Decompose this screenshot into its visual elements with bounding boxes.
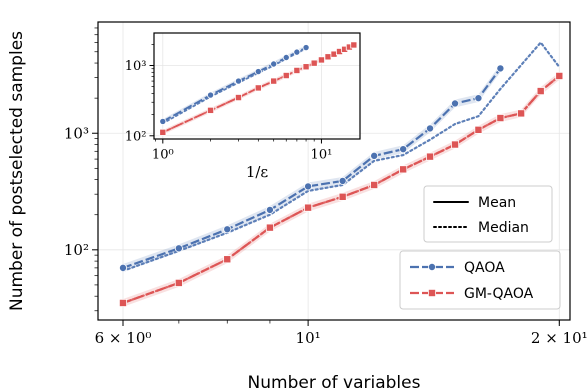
- data-point-1: [555, 71, 564, 80]
- legend-series-marker: [427, 288, 436, 297]
- data-point-1: [119, 298, 128, 307]
- plot-frame: [153, 32, 361, 140]
- y-tick-label: 10²: [64, 241, 89, 259]
- legend-series-label: QAOA: [464, 260, 505, 276]
- data-point-0: [426, 124, 435, 133]
- data-point-1: [310, 59, 318, 67]
- x-tick-label: 10¹: [296, 329, 321, 347]
- y-tick-label: 10²: [125, 129, 147, 144]
- data-point-1: [223, 255, 232, 264]
- x-axis-label: 1/ε: [246, 163, 269, 181]
- x-tick-label: 10¹: [311, 148, 333, 163]
- legend-style-label: Median: [478, 220, 529, 236]
- y-axis-label: Number of postselected samples: [7, 31, 27, 311]
- legend-series-marker: [427, 262, 436, 271]
- data-point-1: [293, 66, 301, 74]
- data-point-1: [370, 180, 379, 189]
- data-point-1: [270, 77, 278, 85]
- data-point-0: [223, 225, 232, 234]
- data-point-1: [451, 140, 460, 149]
- data-point-0: [399, 145, 408, 154]
- data-point-0: [282, 53, 290, 61]
- legend-style-label: Mean: [478, 195, 516, 211]
- data-point-0: [302, 44, 310, 52]
- series-band-0: [123, 64, 501, 272]
- data-point-1: [324, 53, 332, 61]
- data-point-0: [270, 60, 278, 68]
- data-point-1: [496, 114, 505, 123]
- data-point-1: [254, 84, 262, 92]
- data-point-0: [254, 68, 262, 76]
- data-point-0: [304, 182, 313, 191]
- data-point-0: [159, 117, 167, 125]
- legends: Mean Median QAOA GM-QAOA: [399, 185, 561, 310]
- data-point-1: [207, 106, 215, 114]
- data-point-1: [536, 87, 545, 96]
- data-point-0: [207, 91, 215, 99]
- data-point-1: [304, 203, 313, 212]
- data-point-1: [302, 63, 310, 71]
- data-point-1: [159, 128, 167, 136]
- plot-frame: [97, 21, 571, 321]
- series-mean-line-0: [122, 67, 502, 269]
- x-tick-label: 10⁰: [152, 148, 174, 163]
- data-point-1: [426, 152, 435, 161]
- data-point-0: [234, 77, 242, 85]
- data-point-1: [234, 94, 242, 102]
- data-point-0: [265, 205, 274, 214]
- data-point-1: [474, 125, 483, 134]
- legend-series-box: [399, 250, 561, 310]
- data-point-1: [517, 109, 526, 118]
- data-point-0: [370, 151, 379, 160]
- data-point-1: [282, 72, 290, 80]
- data-point-1: [317, 56, 325, 64]
- legend-series-label: GM-QAOA: [464, 286, 534, 302]
- data-point-0: [338, 176, 347, 185]
- data-point-0: [174, 244, 183, 253]
- data-point-0: [474, 94, 483, 103]
- x-tick-label: 6 × 10⁰: [95, 329, 152, 347]
- x-axis-label: Number of variables: [248, 373, 421, 392]
- data-point-0: [451, 99, 460, 108]
- y-tick-label: 10³: [64, 124, 89, 142]
- data-point-0: [119, 263, 128, 272]
- series-median-line-0: [121, 40, 561, 272]
- data-point-1: [265, 223, 274, 232]
- data-point-1: [338, 192, 347, 201]
- data-point-1: [350, 41, 358, 49]
- data-point-1: [174, 278, 183, 287]
- data-point-1: [399, 165, 408, 174]
- x-tick-label: 2 × 10¹: [531, 329, 587, 347]
- data-point-0: [293, 48, 301, 56]
- data-point-0: [496, 64, 505, 73]
- y-tick-label: 10³: [125, 59, 147, 74]
- inset-chart: 10⁰ 10¹ 10² 10³ 1/ε: [125, 32, 361, 181]
